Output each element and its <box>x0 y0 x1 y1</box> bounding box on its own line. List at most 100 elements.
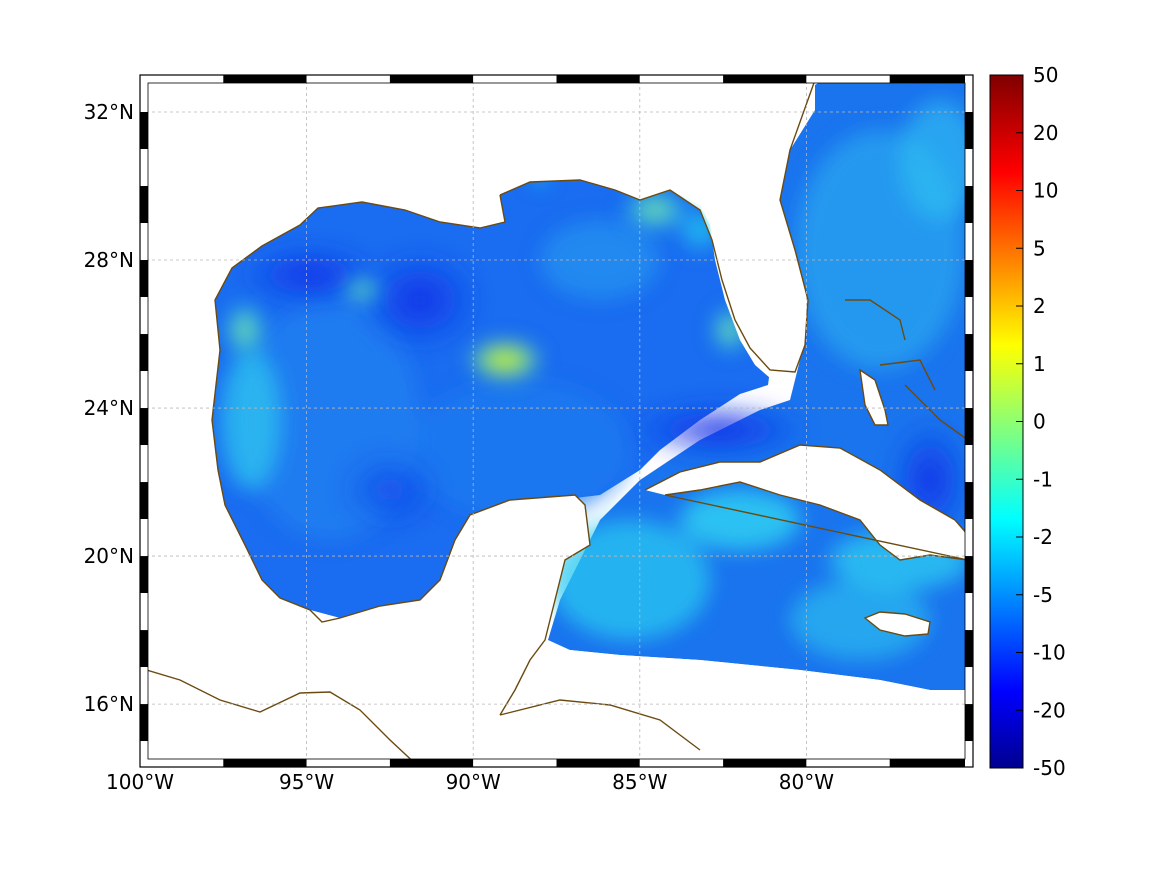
y-tick-label: 28°N <box>84 248 134 272</box>
x-tick-label: 80°W <box>779 770 834 794</box>
colorbar-tick-label: -20 <box>1033 698 1066 722</box>
frame-segment <box>140 759 224 767</box>
x-tick-label: 95°W <box>279 770 334 794</box>
bahamas-coastline <box>845 299 969 441</box>
frame-segment <box>965 149 973 187</box>
frame-segment <box>639 759 724 767</box>
frame-segment <box>723 759 807 767</box>
frame-segment <box>473 759 557 767</box>
land-masks <box>140 80 973 767</box>
map-frame <box>139 74 974 768</box>
frame-segment <box>723 75 807 83</box>
central-america-coastline <box>140 667 701 767</box>
y-tick-label: 16°N <box>84 692 134 716</box>
frame-segment <box>306 759 390 767</box>
frame-segment <box>965 519 973 557</box>
y-tick-label: 32°N <box>84 100 134 124</box>
frame-segment <box>965 482 973 520</box>
frame-segment <box>965 223 973 261</box>
frame-segment <box>965 75 973 113</box>
frame-segment <box>223 759 307 767</box>
mexico-land <box>140 80 815 672</box>
cuba-coastline <box>644 444 969 561</box>
bahamas-land <box>860 370 888 425</box>
frame-segment <box>140 593 148 631</box>
colorbar-tick-label: 2 <box>1033 294 1046 318</box>
frame-inner-outline <box>147 82 966 760</box>
frame-segment <box>140 556 148 594</box>
frame-segment <box>965 408 973 446</box>
frame-segment <box>556 75 640 83</box>
frame-segment <box>965 556 973 594</box>
frame-outline <box>139 74 974 768</box>
frame-segment <box>140 112 148 150</box>
frame-segment <box>965 593 973 631</box>
frame-segment <box>140 75 148 113</box>
y-tick-label: 24°N <box>84 396 134 420</box>
frame-segment <box>140 519 148 557</box>
y-tick-label: 20°N <box>84 544 134 568</box>
x-tick-label: 90°W <box>446 770 501 794</box>
frame-segment <box>473 75 557 83</box>
colorbar-tick-label: -5 <box>1033 583 1053 607</box>
gulf-coastline <box>211 194 591 716</box>
frame-segment <box>306 75 390 83</box>
florida-land <box>700 80 815 378</box>
frame-segment <box>140 223 148 261</box>
x-tick-label: 85°W <box>612 770 667 794</box>
colorbar-tick-label: -1 <box>1033 467 1053 491</box>
colorbar-tick-label: 20 <box>1033 121 1058 145</box>
frame-segment <box>806 759 890 767</box>
frame-segment <box>140 630 148 668</box>
colorbar-tick-label: 50 <box>1033 63 1058 87</box>
north-gulf-coastline <box>499 79 816 373</box>
x-tick-labels: 100°W 95°W 90°W 85°W 80°W <box>106 770 834 794</box>
frame-segment <box>889 759 973 767</box>
frame-segment <box>556 759 640 767</box>
grid-lines <box>140 75 973 767</box>
y-tick-labels: 32°N 28°N 24°N 20°N 16°N <box>84 100 134 716</box>
jamaica-coastline <box>863 611 931 637</box>
frame-segment <box>965 334 973 372</box>
cuba-land <box>645 445 968 560</box>
frame-segment <box>389 75 474 83</box>
frame-segment <box>965 630 973 668</box>
frame-segment <box>965 741 973 767</box>
frame-segment <box>140 704 148 742</box>
colorbar-tick-label: 0 <box>1033 410 1046 434</box>
frame-segment <box>965 371 973 409</box>
frame-segment <box>965 260 973 298</box>
frame-segment <box>639 75 724 83</box>
frame-segment <box>889 75 973 83</box>
frame-segment <box>223 75 307 83</box>
frame-segment <box>806 75 890 83</box>
colorbar-tick-label: 10 <box>1033 179 1058 203</box>
colorbar-tick-label: -10 <box>1033 641 1066 665</box>
frame-segment <box>965 297 973 335</box>
frame-segment <box>965 112 973 150</box>
south-land <box>140 650 973 767</box>
colorbar-tick-label: -50 <box>1033 756 1066 780</box>
frame-segment <box>140 297 148 335</box>
coastlines <box>140 79 969 767</box>
frame-segment <box>140 260 148 298</box>
frame-segment <box>965 667 973 705</box>
colorbar-tick-label: -2 <box>1033 525 1053 549</box>
colorbar-tick-label: 5 <box>1033 236 1046 260</box>
frame-segment <box>965 704 973 742</box>
frame-segment <box>140 445 148 483</box>
frame-segment <box>965 186 973 224</box>
frame-segment <box>140 334 148 372</box>
frame-segment <box>140 741 148 767</box>
frame-segment <box>140 408 148 446</box>
frame-segment <box>965 445 973 483</box>
frame-segment <box>140 482 148 520</box>
frame-segment <box>140 371 148 409</box>
frame-segment <box>389 759 474 767</box>
x-tick-label: 100°W <box>106 770 174 794</box>
frame-segment <box>140 149 148 187</box>
frame-segment <box>140 667 148 705</box>
